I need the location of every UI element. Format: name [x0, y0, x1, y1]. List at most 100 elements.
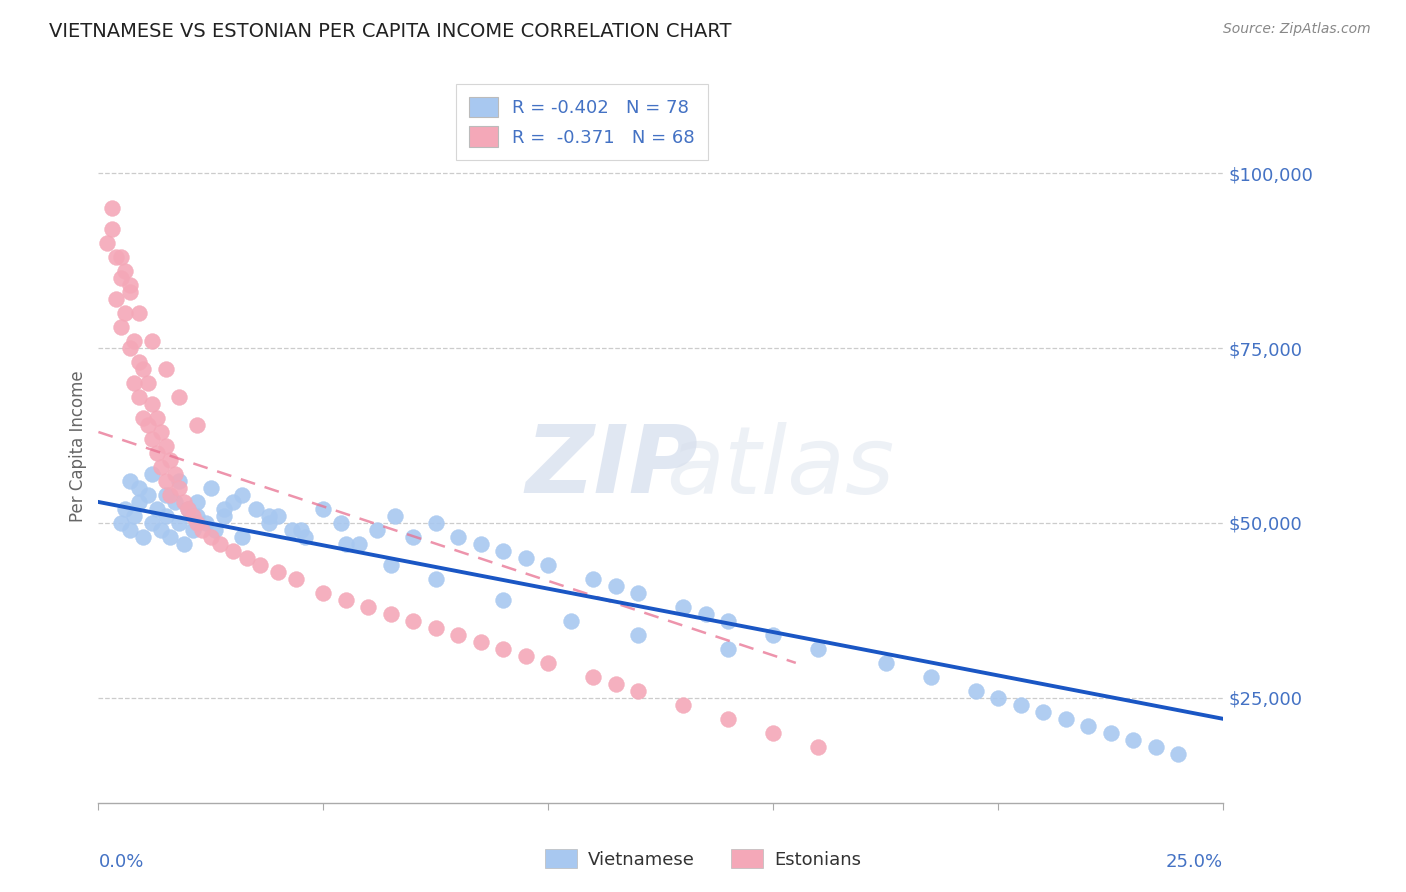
Point: [259, 516, 281, 530]
Point: [96, 236, 118, 251]
Point: [124, 334, 146, 348]
Point: [141, 432, 163, 446]
Point: [335, 537, 357, 551]
Point: [605, 579, 627, 593]
Point: [695, 607, 717, 621]
Point: [1010, 698, 1032, 712]
Point: [136, 417, 159, 432]
Point: [124, 376, 146, 390]
Point: [118, 341, 141, 355]
Point: [285, 572, 308, 586]
Point: [150, 460, 173, 475]
Point: [110, 271, 132, 285]
Point: [200, 530, 222, 544]
Point: [128, 355, 150, 369]
Point: [146, 446, 169, 460]
Point: [110, 250, 132, 264]
Point: [627, 586, 650, 600]
Point: [627, 628, 650, 642]
Point: [875, 656, 897, 670]
Point: [204, 523, 226, 537]
Point: [717, 614, 740, 628]
Point: [105, 292, 128, 306]
Point: [1054, 712, 1077, 726]
Point: [155, 488, 177, 502]
Point: [447, 530, 470, 544]
Point: [807, 739, 830, 754]
Point: [537, 558, 560, 572]
Point: [425, 621, 447, 635]
Point: [132, 411, 155, 425]
Point: [236, 550, 259, 565]
Point: [163, 495, 186, 509]
Text: 25.0%: 25.0%: [1166, 853, 1223, 871]
Point: [515, 648, 537, 663]
Point: [155, 439, 177, 453]
Point: [366, 523, 388, 537]
Point: [118, 474, 141, 488]
Point: [155, 508, 177, 523]
Point: [177, 502, 200, 516]
Point: [560, 614, 582, 628]
Point: [186, 417, 208, 432]
Point: [181, 508, 204, 523]
Point: [672, 698, 695, 712]
Point: [1077, 719, 1099, 733]
Point: [987, 690, 1010, 705]
Point: [672, 599, 695, 614]
Point: [214, 508, 236, 523]
Point: [312, 502, 335, 516]
Point: [1099, 726, 1122, 740]
Point: [186, 508, 208, 523]
Point: [181, 523, 204, 537]
Point: [492, 544, 515, 558]
Point: [515, 550, 537, 565]
Point: [294, 530, 316, 544]
Point: [159, 530, 181, 544]
Point: [231, 488, 253, 502]
Point: [349, 537, 371, 551]
Point: [582, 670, 605, 684]
Point: [155, 474, 177, 488]
Point: [380, 607, 402, 621]
Legend: Vietnamese, Estonians: Vietnamese, Estonians: [537, 842, 869, 876]
Point: [492, 593, 515, 607]
Point: [717, 641, 740, 656]
Point: [231, 530, 253, 544]
Point: [259, 508, 281, 523]
Point: [114, 306, 136, 320]
Point: [222, 495, 245, 509]
Point: [150, 425, 173, 439]
Point: [1144, 739, 1167, 754]
Point: [141, 467, 163, 481]
Point: [101, 222, 124, 236]
Point: [169, 516, 191, 530]
Point: [222, 544, 245, 558]
Point: [470, 635, 492, 649]
Point: [118, 278, 141, 293]
Point: [159, 453, 181, 467]
Point: [105, 250, 128, 264]
Point: [627, 684, 650, 698]
Point: [146, 502, 169, 516]
Point: [173, 537, 195, 551]
Point: [177, 502, 200, 516]
Point: [605, 677, 627, 691]
Point: [447, 628, 470, 642]
Text: ZIP: ZIP: [526, 421, 699, 514]
Point: [110, 320, 132, 334]
Point: [195, 516, 218, 530]
Point: [128, 390, 150, 404]
Point: [537, 656, 560, 670]
Point: [191, 523, 214, 537]
Point: [384, 508, 406, 523]
Point: [470, 537, 492, 551]
Point: [425, 572, 447, 586]
Point: [200, 481, 222, 495]
Point: [141, 334, 163, 348]
Point: [245, 502, 267, 516]
Point: [141, 397, 163, 411]
Point: [717, 712, 740, 726]
Text: atlas: atlas: [666, 422, 894, 513]
Point: [214, 502, 236, 516]
